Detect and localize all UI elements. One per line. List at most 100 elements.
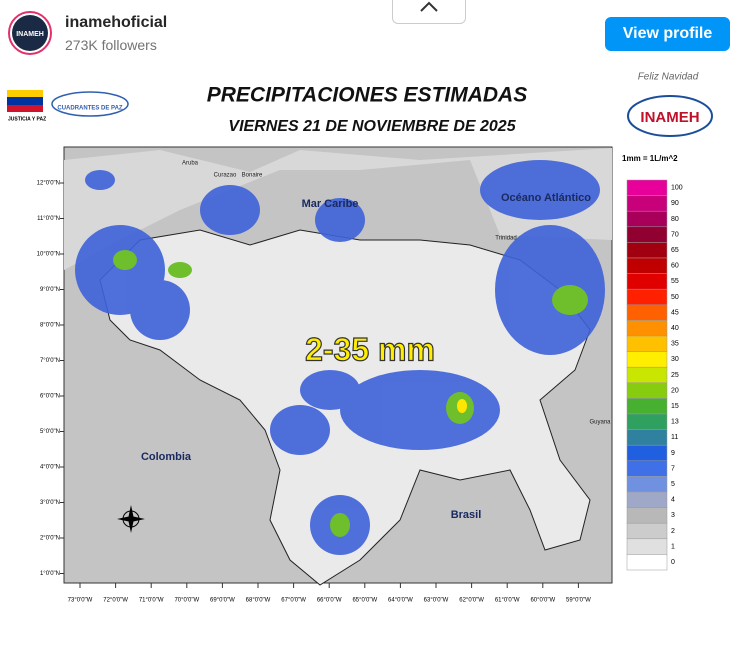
legend-swatch bbox=[626, 288, 668, 306]
collapse-button[interactable] bbox=[392, 0, 466, 24]
lon-label: 64°0'0"W bbox=[388, 598, 413, 604]
legend-label: 35 bbox=[671, 341, 679, 348]
lon-label: 60°0'0"W bbox=[530, 598, 555, 604]
lat-label: 12°0'0"N bbox=[37, 181, 60, 187]
legend-swatch bbox=[626, 507, 668, 524]
legend-label: 100 bbox=[671, 185, 683, 192]
unit-label: 1mm = 1L/m^2 bbox=[622, 154, 678, 163]
logo-text: JUSTICIA Y PAZ bbox=[8, 116, 46, 122]
legend-swatch bbox=[626, 444, 668, 462]
lat-label: 4°0'0"N bbox=[40, 465, 60, 471]
legend-label: 3 bbox=[671, 512, 675, 519]
legend-swatch bbox=[626, 335, 668, 352]
account-name[interactable]: inamehoficial bbox=[65, 14, 168, 31]
lon-label: 61°0'0"W bbox=[495, 598, 520, 604]
lat-label: 6°0'0"N bbox=[40, 394, 60, 400]
legend-label: 20 bbox=[671, 387, 679, 394]
place-label: Guyana bbox=[589, 420, 611, 426]
legend-swatch bbox=[626, 179, 668, 196]
legend-label: 60 bbox=[671, 263, 679, 270]
legend-swatch bbox=[626, 382, 668, 399]
legend-label: 0 bbox=[671, 559, 675, 566]
legend-label: 30 bbox=[671, 356, 679, 363]
lat-label: 1°0'0"N bbox=[40, 571, 60, 577]
logo-text: INAMEH bbox=[640, 109, 699, 126]
legend-label: 4 bbox=[671, 497, 675, 504]
lat-label: 9°0'0"N bbox=[40, 287, 60, 293]
legend-label: 70 bbox=[671, 231, 679, 238]
avatar[interactable]: INAMEH bbox=[8, 11, 52, 55]
range-label: 2-35 mm bbox=[305, 331, 435, 367]
lon-label: 71°0'0"W bbox=[139, 598, 164, 604]
followers: 273K followers bbox=[65, 37, 157, 53]
legend-swatch bbox=[626, 226, 668, 243]
lon-label: 72°0'0"W bbox=[103, 598, 128, 604]
legend-label: 55 bbox=[671, 278, 679, 285]
legend-label: 40 bbox=[671, 325, 679, 332]
place-label: Bonaire bbox=[242, 173, 263, 179]
lon-label: 73°0'0"W bbox=[68, 598, 93, 604]
logo-text: Feliz Navidad bbox=[638, 72, 699, 83]
place-label: Trinidad bbox=[495, 236, 516, 242]
lon-label: 63°0'0"W bbox=[424, 598, 449, 604]
legend-label: 2 bbox=[671, 528, 675, 535]
legend-swatch bbox=[626, 210, 668, 228]
legend-swatch bbox=[626, 460, 668, 477]
legend-swatch bbox=[626, 257, 668, 274]
lon-label: 65°0'0"W bbox=[352, 598, 377, 604]
lon-label: 66°0'0"W bbox=[317, 598, 342, 604]
view-profile-button[interactable]: View profile bbox=[605, 17, 730, 51]
lon-label: 69°0'0"W bbox=[210, 598, 235, 604]
legend-swatch bbox=[626, 366, 668, 384]
place-label: Colombia bbox=[141, 451, 192, 463]
lat-label: 2°0'0"N bbox=[40, 536, 60, 542]
map-title: PRECIPITACIONES ESTIMADAS bbox=[207, 84, 527, 107]
legend-swatch bbox=[626, 491, 668, 508]
legend-label: 25 bbox=[671, 372, 679, 379]
legend-label: 1 bbox=[671, 543, 675, 550]
place-label: Curazao bbox=[214, 173, 237, 179]
legend-label: 5 bbox=[671, 481, 675, 488]
lon-label: 59°0'0"W bbox=[566, 598, 591, 604]
legend-swatch bbox=[626, 320, 668, 337]
lat-label: 10°0'0"N bbox=[37, 252, 60, 258]
legend-label: 7 bbox=[671, 465, 675, 472]
forecast-map: PRECIPITACIONES ESTIMADAS VIERNES 21 DE … bbox=[7, 72, 713, 604]
legend-label: 50 bbox=[671, 294, 679, 301]
legend-swatch bbox=[626, 554, 668, 571]
legend-swatch bbox=[626, 398, 668, 415]
legend-swatch bbox=[626, 195, 668, 212]
legend-label: 9 bbox=[671, 450, 675, 457]
legend-swatch bbox=[626, 413, 668, 430]
place-label: Océano Atlántico bbox=[501, 192, 591, 204]
legend-label: 45 bbox=[671, 309, 679, 316]
legend-swatch bbox=[626, 429, 668, 446]
legend-label: 80 bbox=[671, 216, 679, 223]
legend-swatch bbox=[626, 304, 668, 321]
legend-swatch bbox=[626, 273, 668, 290]
lat-label: 8°0'0"N bbox=[40, 323, 60, 329]
lat-label: 7°0'0"N bbox=[40, 358, 60, 364]
legend-label: 15 bbox=[671, 403, 679, 410]
lon-label: 67°0'0"W bbox=[281, 598, 306, 604]
legend-label: 13 bbox=[671, 419, 679, 426]
legend-label: 90 bbox=[671, 200, 679, 207]
lat-label: 5°0'0"N bbox=[40, 429, 60, 435]
place-label: Aruba bbox=[182, 161, 199, 167]
legend-swatch bbox=[626, 522, 668, 540]
lon-label: 68°0'0"W bbox=[246, 598, 271, 604]
legend-swatch bbox=[626, 242, 668, 259]
svg-text:INAMEH: INAMEH bbox=[16, 31, 44, 38]
legend-swatch bbox=[626, 351, 668, 368]
legend-label: 65 bbox=[671, 247, 679, 254]
place-label: Mar Caribe bbox=[302, 198, 359, 210]
lat-label: 11°0'0"N bbox=[37, 216, 60, 222]
lat-label: 3°0'0"N bbox=[40, 500, 60, 506]
place-label: Brasil bbox=[451, 509, 482, 521]
lon-label: 62°0'0"W bbox=[459, 598, 484, 604]
logo-text: CUADRANTES DE PAZ bbox=[57, 106, 123, 112]
legend-swatch bbox=[626, 538, 668, 555]
lon-label: 70°0'0"W bbox=[174, 598, 199, 604]
legend-swatch bbox=[626, 476, 668, 493]
